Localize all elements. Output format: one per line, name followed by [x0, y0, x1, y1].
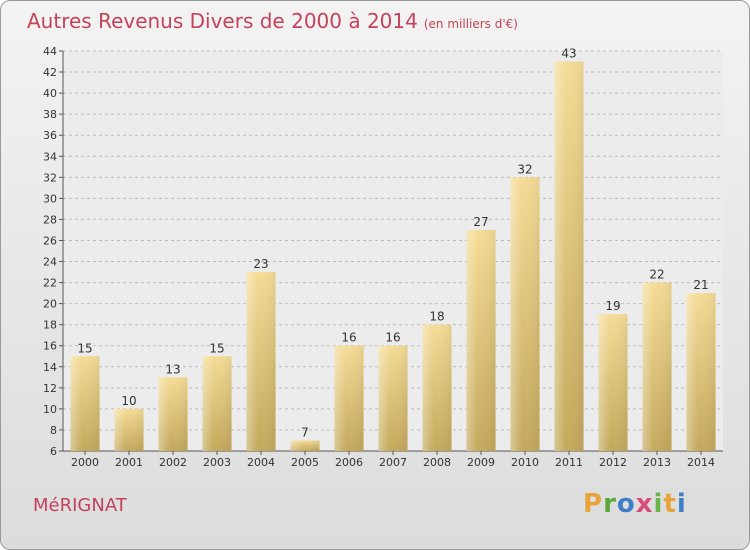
x-tick-label: 2004: [247, 456, 275, 469]
y-tick-label: 12: [43, 382, 57, 395]
logo-letter: i: [653, 489, 664, 519]
x-tick-label: 2010: [511, 456, 539, 469]
value-label: 21: [693, 278, 708, 292]
x-tick-label: 2003: [203, 456, 231, 469]
y-tick-label: 16: [43, 340, 57, 353]
value-label: 7: [301, 425, 309, 439]
bars: [70, 61, 716, 452]
y-tick-label: 38: [43, 108, 57, 121]
bar-shade: [202, 356, 232, 451]
bar-shade: [334, 345, 364, 451]
chart-title-main: Autres Revenus Divers de 2000 à 2014: [27, 9, 418, 33]
y-tick-label: 10: [43, 403, 57, 416]
x-tick-label: 2000: [71, 456, 99, 469]
logo-letter: i: [676, 489, 687, 519]
y-tick-label: 22: [43, 277, 57, 290]
value-label: 27: [473, 215, 488, 229]
value-label: 16: [341, 331, 356, 345]
logo-letter: x: [635, 489, 654, 519]
value-label: 18: [429, 310, 444, 324]
x-tick-label: 2011: [555, 456, 583, 469]
bar-shade: [642, 282, 672, 451]
logo-letter: t: [663, 489, 677, 519]
value-label: 43: [561, 47, 576, 61]
y-tick-label: 8: [50, 424, 57, 437]
value-label: 19: [605, 299, 620, 313]
y-tick-label: 34: [43, 150, 57, 163]
bar-shade: [246, 272, 276, 451]
y-tick-label: 36: [43, 129, 57, 142]
y-tick-label: 32: [43, 171, 57, 184]
x-tick-label: 2012: [599, 456, 627, 469]
value-label: 32: [517, 162, 532, 176]
x-tick-label: 2009: [467, 456, 495, 469]
y-tick-label: 42: [43, 66, 57, 79]
y-tick-label: 40: [43, 87, 57, 100]
axes: 6 8 10 12 14 16 18 20 22 24 26 28 30 32 34 36 38 40 42 44: [43, 45, 723, 458]
x-tick-label: 2005: [291, 456, 319, 469]
logo-letter: r: [603, 489, 617, 519]
x-tick-label: 2013: [643, 456, 671, 469]
y-tick-label: 26: [43, 234, 57, 247]
proxiti-logo: Proxiti: [583, 489, 687, 519]
x-tick-label: 2006: [335, 456, 363, 469]
bar-shade: [466, 229, 496, 451]
bar-shade: [510, 177, 540, 451]
bar-shade: [114, 408, 144, 451]
x-tick-label: 2007: [379, 456, 407, 469]
y-tick-label: 14: [43, 361, 57, 374]
value-label: 15: [209, 341, 224, 355]
y-tick-label: 44: [43, 45, 57, 58]
logo-letter: P: [583, 489, 604, 519]
y-tick-label: 18: [43, 319, 57, 332]
value-label: 10: [121, 394, 136, 408]
y-tick-label: 28: [43, 213, 57, 226]
bar-shade: [378, 345, 408, 451]
x-tick-label: 2008: [423, 456, 451, 469]
bar-shade: [686, 293, 716, 451]
value-label: 16: [385, 331, 400, 345]
logo-letter: o: [616, 489, 636, 519]
value-label: 23: [253, 257, 268, 271]
city-name: MéRIGNAT: [33, 495, 127, 516]
bar-shade: [422, 324, 452, 451]
y-tick-label: 6: [50, 445, 57, 458]
y-tick-label: 24: [43, 256, 57, 269]
value-label: 22: [649, 268, 664, 282]
bar-shade: [70, 356, 100, 451]
y-tick-label: 20: [43, 298, 57, 311]
x-tick-label: 2002: [159, 456, 187, 469]
bar-shade: [158, 377, 188, 451]
x-tick-label: 2014: [687, 456, 715, 469]
bar-shade: [598, 314, 628, 451]
bar-shade: [554, 61, 584, 452]
chart-title-unit: (en milliers d'€): [423, 17, 518, 31]
value-label: 13: [165, 362, 180, 376]
x-tick-label: 2001: [115, 456, 143, 469]
bar-shade: [290, 440, 320, 451]
labels: 2000 15 2001 10 2002 13 2003 15 2004 23 2005 7 2006 1…: [71, 47, 715, 469]
y-tick-label: 30: [43, 192, 57, 205]
chart-title: Autres Revenus Divers de 2000 à 2014 (en …: [27, 9, 518, 33]
value-label: 15: [77, 341, 92, 355]
